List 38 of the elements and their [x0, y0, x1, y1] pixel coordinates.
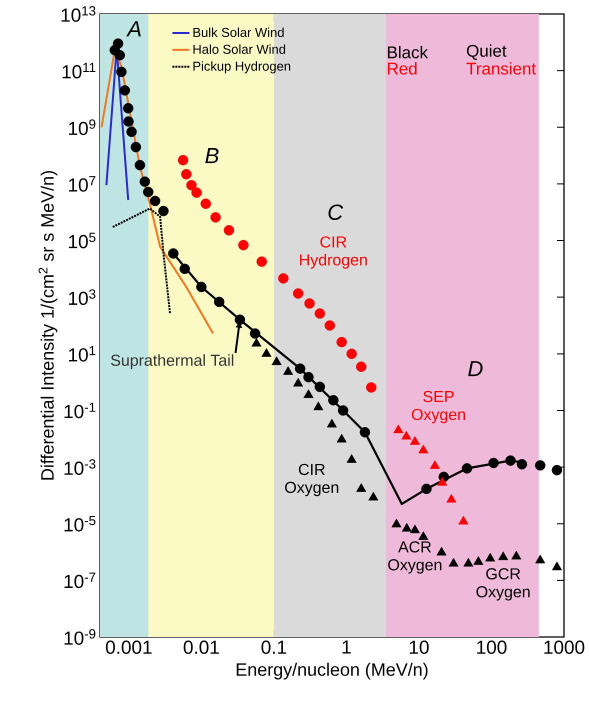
- annotation: Black: [388, 46, 428, 58]
- y-axis-title: Differential Intensity 1/(cm$^{2}$ sr s MeV/n): [38, 171, 58, 480]
- y-tick-label: 10$^{9}$: [68, 119, 96, 136]
- y-tick-label: 10$^{-5}$: [64, 516, 96, 532]
- y-tick-label: 10$^{-1}$: [64, 402, 96, 418]
- y-tick-label: 10$^{-3}$: [64, 459, 96, 475]
- series-label: ACR Oxygen: [388, 541, 442, 574]
- band-label: B: [205, 148, 219, 164]
- y-tick-label: 10$^{13}$: [62, 6, 96, 22]
- x-tick-label: 1: [342, 640, 351, 654]
- series-label: GCR Oxygen: [476, 568, 530, 601]
- y-tick-label: 10$^{5}$: [68, 232, 96, 248]
- legend-label: Halo Solar Wind: [193, 44, 286, 54]
- y-tick-label: 10$^{-7}$: [64, 572, 96, 588]
- annotation: Quiet: [466, 44, 506, 60]
- x-tick-label: 10: [410, 640, 429, 654]
- x-axis-title: Energy/nucleon (MeV/n): [236, 662, 428, 680]
- x-tick-label: 1000: [544, 640, 584, 654]
- x-tick-label: 0.1: [261, 640, 286, 654]
- legend-label: Pickup Hydrogen: [193, 61, 290, 74]
- y-tick-label: 10$^{7}$: [68, 176, 96, 192]
- band-label: D: [468, 361, 483, 376]
- series-label: SEP Oxygen: [412, 390, 465, 424]
- series-label: CIR Hydrogen: [300, 236, 367, 269]
- y-tick-label: 10$^{-9}$: [64, 629, 96, 645]
- band-label: C: [328, 204, 344, 220]
- annotation: Red: [388, 62, 417, 75]
- x-tick-label: 100: [477, 640, 507, 654]
- annotation: Transient: [466, 62, 536, 75]
- band-label: A: [126, 21, 141, 36]
- y-tick-label: 10$^{11}$: [62, 62, 96, 78]
- y-tick-label: 10$^{1}$: [68, 346, 96, 362]
- series-label: CIR Oxygen: [285, 464, 338, 496]
- annotation: Suprathermal Tail: [111, 354, 234, 370]
- x-tick-label: 0.01: [184, 640, 219, 654]
- legend-label: Bulk Solar Wind: [193, 28, 284, 38]
- y-tick-label: 10$^{3}$: [68, 289, 96, 306]
- x-tick-label: 0.001: [106, 640, 152, 654]
